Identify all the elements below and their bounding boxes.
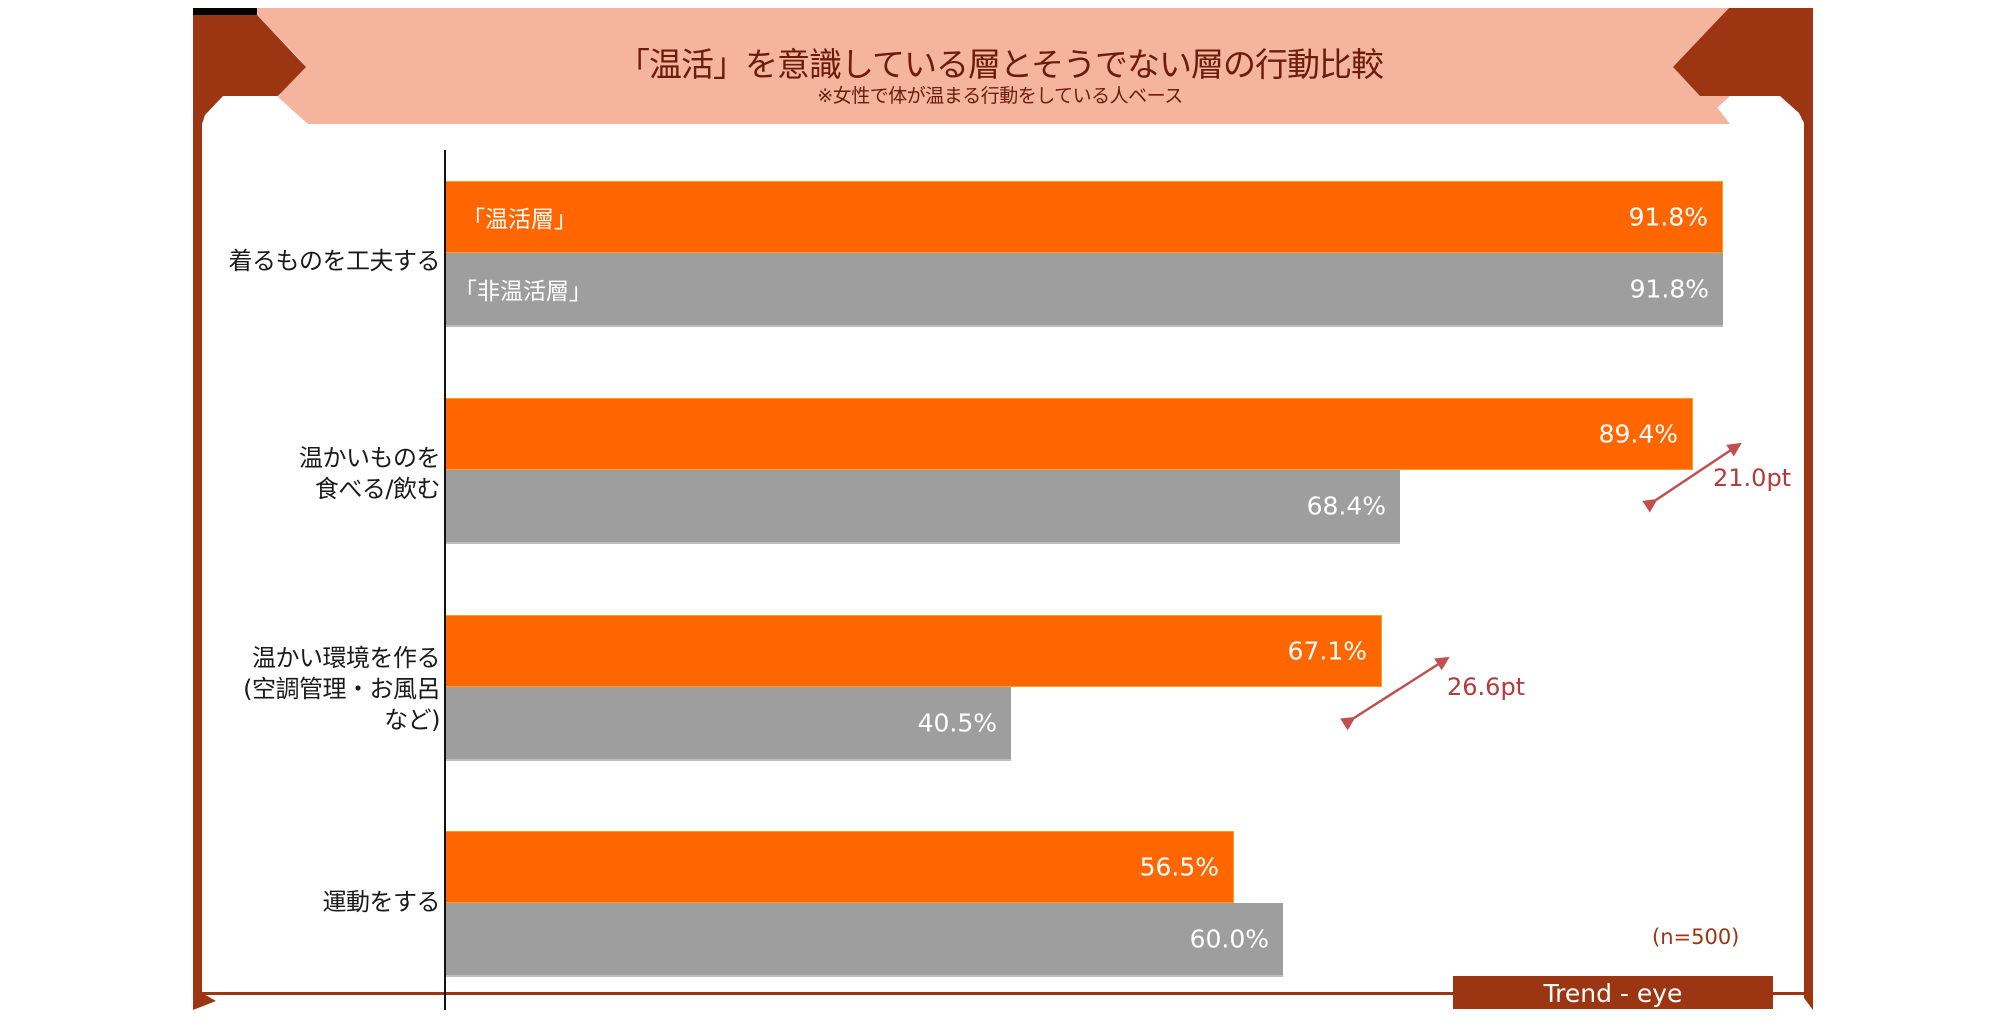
difference-label-warm-environment: 26.6pt	[1447, 673, 1526, 701]
category-label-line: 食べる/飲む	[314, 475, 441, 503]
bar-onkatsu-exercise: 56.5%	[446, 831, 1234, 903]
legend-non-onkatsu: 「非温活層」	[454, 279, 592, 305]
double-arrow-icon	[1340, 656, 1450, 731]
sample-size-label: (n=500)	[1652, 925, 1740, 949]
bar-non-onkatsu-exercise: 60.0%	[446, 903, 1283, 977]
chart-subtitle: ※女性で体が温まる行動をしている人ベース	[817, 85, 1183, 107]
bar-non-onkatsu-warm-environment: 40.5%	[446, 687, 1011, 761]
bar-onkatsu-clothing: 「温活層」 91.8%	[446, 181, 1723, 253]
bar-value: 68.4%	[1306, 491, 1386, 521]
bar-value: 91.8%	[1628, 202, 1708, 232]
bar-value: 60.0%	[1189, 924, 1269, 954]
category-label-line: (空調管理・お風呂	[243, 675, 440, 703]
category-label-line: 温かいものを	[299, 444, 441, 472]
brand-badge: Trend - eye	[1453, 976, 1773, 1009]
double-arrow-icon	[1642, 442, 1742, 513]
bar-value: 91.8%	[1629, 274, 1709, 304]
category-label-line: 着るものを工夫する	[228, 247, 441, 275]
category-label-warm-food: 温かいものを 食べる/飲む	[299, 443, 441, 505]
category-label-line: 温かい環境を作る	[252, 644, 440, 672]
bar-onkatsu-warm-food: 89.4%	[446, 398, 1693, 470]
bar-non-onkatsu-warm-food: 68.4%	[446, 470, 1400, 544]
category-label-line: など)	[384, 706, 440, 734]
bar-value: 40.5%	[917, 708, 997, 738]
category-label-exercise: 運動をする	[323, 887, 441, 918]
bar-non-onkatsu-clothing: 「非温活層」 91.8%	[446, 253, 1723, 327]
category-label-clothing: 着るものを工夫する	[229, 246, 441, 277]
bar-value: 56.5%	[1139, 852, 1219, 882]
category-label-line: 運動をする	[322, 888, 441, 916]
chart-title: 「温活」を意識している層とそうでない層の行動比較	[616, 45, 1384, 84]
y-axis-line	[444, 150, 446, 1010]
difference-label-warm-food: 21.0pt	[1713, 464, 1792, 492]
legend-onkatsu: 「温活層」	[462, 207, 577, 233]
bar-onkatsu-warm-environment: 67.1%	[446, 615, 1382, 687]
category-label-warm-environment: 温かい環境を作る (空調管理・お風呂 など)	[243, 643, 440, 736]
